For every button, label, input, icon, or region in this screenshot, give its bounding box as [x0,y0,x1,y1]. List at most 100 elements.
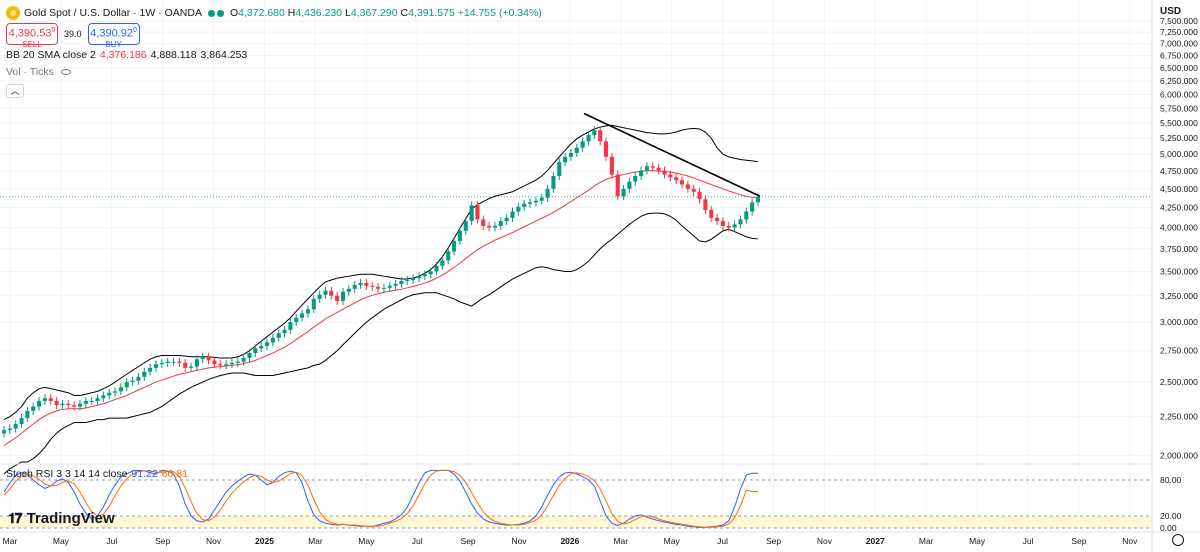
candle-body [276,333,281,338]
candle-body [253,348,258,354]
x-tick-label: 2025 [255,536,274,546]
bb-basis-value: 4,376.186 [99,49,147,61]
candle-body [37,400,42,407]
y-tick-label: 4,250.000 [1160,203,1198,213]
candle-body [218,364,223,366]
candlesticks [1,126,761,438]
candle-body [580,141,585,148]
stoch-legend[interactable]: Stoch RSI 3 3 14 14 close 91.22 60.81 [6,468,188,480]
sell-button[interactable]: 4,390.530 SELL [6,23,58,49]
candle-body [224,364,229,366]
candle-body [440,260,445,266]
y-tick-label: 7,250.000 [1160,27,1198,37]
y-tick-label: 4,000.000 [1160,223,1198,233]
stoch-rsi-lines [3,469,758,528]
candle-body [732,224,737,228]
x-tick-label: Jul [717,536,728,546]
candle-body [130,380,135,383]
candle-body [48,398,53,401]
y-tick-label: 6,000.000 [1160,89,1198,99]
candle-body [522,203,527,207]
collapse-legend-button[interactable]: ︿ [6,84,24,98]
stoch-oversold-fill [0,516,1152,528]
candle-body [358,282,363,285]
settings-gear-icon[interactable] [1172,534,1184,546]
y-tick-label: 2,500.000 [1160,377,1198,387]
candle-body [346,288,351,292]
candle-body [563,156,568,163]
volume-legend[interactable]: Vol · Ticks [6,65,542,79]
candle-body [77,403,83,407]
gold-coin-icon [6,6,20,20]
x-tick-label: Mar [613,536,628,546]
candle-body [481,219,486,226]
candle-body [668,174,673,178]
buy-button[interactable]: 4,390.920 BUY [87,23,140,49]
candle-body [376,286,381,289]
candle-body [259,345,264,349]
tradingview-logo[interactable]: 𝟏𝟕 TradingView [8,510,115,527]
candle-body [492,225,498,228]
candle-body [305,309,310,314]
x-tick-label: Sep [155,536,170,546]
candle-body [533,200,538,203]
candle-body [586,135,591,142]
x-tick-label: May [664,536,681,546]
candle-body [72,405,77,407]
candle-body [381,287,386,289]
candle-body [241,357,246,362]
candle-body [212,360,217,365]
candle-body [188,366,194,368]
candle-body [627,181,632,189]
candle-body [621,188,626,197]
candle-body [13,424,18,429]
currency-label[interactable]: USD [1160,6,1182,17]
candle-body [19,418,24,425]
candle-body [194,359,199,367]
candle-body [1,430,7,434]
eye-hidden-icon[interactable] [60,69,71,75]
candle-body [674,177,679,181]
candle-body [247,353,252,358]
x-tick-label: May [53,536,70,546]
candle-body [633,175,638,182]
trendline[interactable] [583,112,761,197]
candle-body [335,295,340,301]
candle-body [428,271,433,275]
candle-body [422,274,427,277]
candle-body [709,209,714,218]
bb-lower-line [3,212,759,475]
candle-body [83,400,88,404]
y-tick-label: 3,000.000 [1160,317,1198,327]
x-tick-label: 2026 [560,536,579,546]
x-tick-label: 2027 [866,536,885,546]
candle-body [148,367,153,372]
chart-grid [0,0,1152,530]
candle-body [568,152,574,157]
stoch-d-value: 60.81 [161,468,188,480]
candle-body [235,361,240,363]
y-tick-label: 6,250.000 [1160,76,1198,86]
candle-body [264,342,270,346]
x-tick-label: Mar [308,536,323,546]
candle-body [662,170,667,175]
candle-body [446,251,451,261]
candle-body [107,392,112,396]
candle-body [504,217,509,222]
y-tick-label: 2,000.000 [1160,450,1198,460]
candle-body [200,356,205,360]
symbol-title[interactable]: Gold Spot / U.S. Dollar · 1W · OANDA [24,7,202,19]
y-tick-label: 4,500.000 [1160,184,1198,194]
bb-lower-value: 3,864.253 [200,49,248,61]
candle-body [364,282,369,286]
y-tick-label: 4,750.000 [1160,166,1198,176]
candle-body [25,410,30,419]
candle-body [650,166,655,168]
tradingview-logo-icon: 𝟏𝟕 [8,510,23,526]
bb-legend[interactable]: BB 20 SMA close 2 4,376.186 4,888.118 3,… [6,48,542,62]
x-tick-label: May [358,536,375,546]
status-dots-icon [207,9,224,17]
candle-body [750,202,755,212]
candle-body [539,197,544,201]
